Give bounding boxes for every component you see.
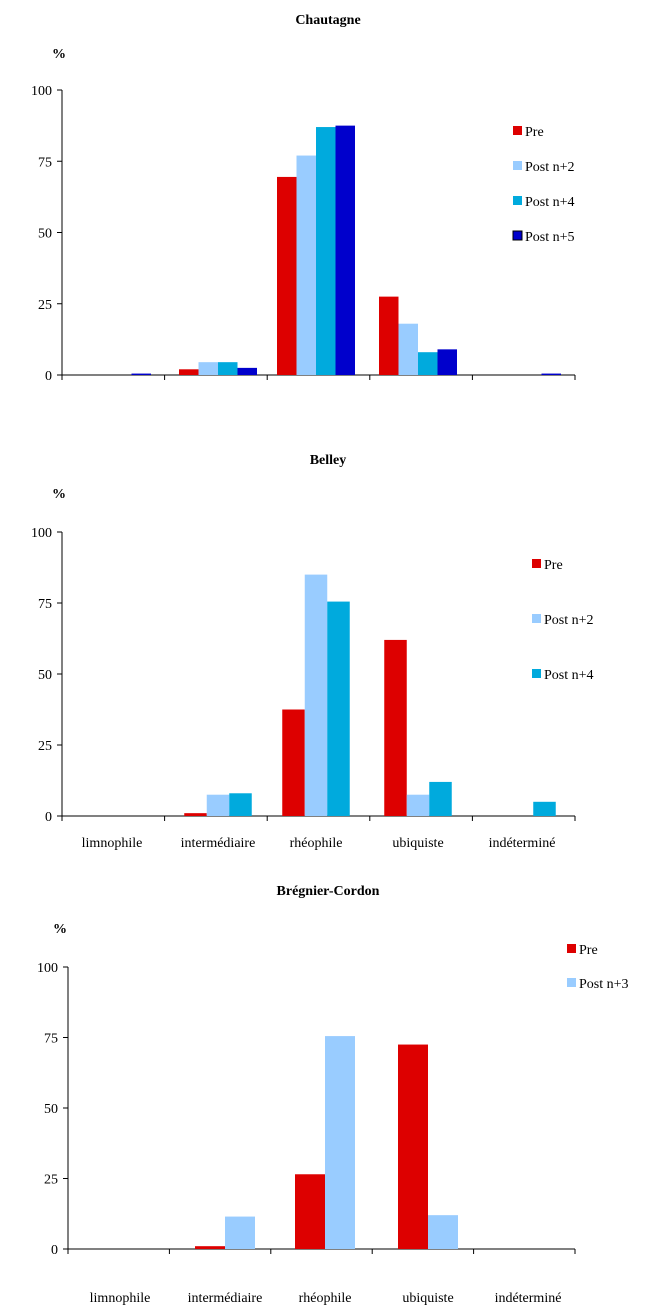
y-tick-label: 75 (38, 597, 52, 612)
bar-post-nplus3 (225, 1216, 255, 1249)
legend-swatch (513, 196, 522, 205)
bar-post-nplus2 (296, 155, 316, 375)
y-axis-unit-label: % (53, 922, 67, 937)
legend-label: Pre (544, 558, 563, 573)
legend-label: Pre (579, 943, 598, 958)
y-axis-unit-label: % (52, 47, 66, 62)
bar-post-nplus5 (541, 373, 561, 375)
y-axis-unit-label: % (52, 487, 66, 502)
legend-label: Post n+2 (525, 160, 575, 175)
y-tick-label: 50 (38, 227, 52, 242)
legend-label: Pre (525, 125, 544, 140)
legend-label: Post n+3 (579, 977, 629, 992)
y-tick-label: 100 (37, 961, 58, 976)
bar-pre (398, 1044, 428, 1249)
y-tick-label: 50 (38, 668, 52, 683)
legend-swatch (512, 230, 523, 241)
legend-label: Post n+5 (525, 230, 575, 245)
category-label: limnophile (82, 836, 143, 851)
legend-swatch (513, 161, 522, 170)
y-tick-label: 100 (31, 84, 52, 99)
chautagne-chart: Chautagne%0255075100limnophileintermédia… (31, 13, 576, 384)
category-label: intermédiaire (188, 1291, 263, 1306)
belley-chart: Belley% 0 25 50 75 100 limnophile intermédiaire… (31, 453, 594, 851)
bar-pre (195, 1246, 225, 1249)
bar-post-nplus4 (218, 362, 238, 375)
category-label: rhéophile (290, 836, 343, 851)
category-label: ubiquiste (392, 836, 443, 851)
legend-label: Post n+4 (544, 668, 594, 683)
bar-post-nplus5 (437, 349, 457, 375)
bregnier-cordon-chart: Brégnier-Cordon% 0 25 50 75 100 limnophile inte… (37, 884, 629, 1306)
y-tick-label: 25 (44, 1173, 58, 1188)
bar-pre (295, 1174, 325, 1249)
bar-post-nplus2 (406, 794, 430, 816)
bar-pre (277, 176, 297, 375)
legend-label: Post n+4 (525, 195, 575, 210)
category-label: intermédiaire (181, 836, 256, 851)
y-tick-label: 0 (45, 810, 52, 825)
bar-post-nplus4 (429, 781, 452, 816)
legend-swatch (567, 978, 576, 987)
y-tick-label: 100 (31, 526, 52, 541)
bar-post-nplus3 (428, 1215, 458, 1249)
y-tick-label: 25 (38, 739, 52, 754)
y-tick-label: 75 (38, 155, 52, 170)
category-label: ubiquiste (402, 1291, 453, 1306)
bar-pre (384, 639, 407, 816)
bar-post-nplus4 (327, 601, 350, 816)
bar-pre (184, 813, 207, 816)
legend-swatch (513, 126, 522, 135)
bar-post-nplus3 (325, 1036, 355, 1249)
bar-post-nplus5 (237, 367, 257, 375)
category-label: indéterminé (489, 836, 556, 851)
y-tick-label: 0 (51, 1243, 58, 1258)
bar-post-nplus4 (533, 801, 556, 816)
y-tick-label: 75 (44, 1032, 58, 1047)
bar-pre (282, 709, 305, 816)
category-label: limnophile (90, 1291, 151, 1306)
chart-title: Belley (310, 453, 347, 468)
bar-post-nplus4 (316, 127, 336, 375)
bar-post-nplus2 (398, 323, 418, 375)
chart-title: Brégnier-Cordon (277, 884, 380, 899)
category-label: indéterminé (495, 1291, 562, 1306)
bar-post-nplus5 (335, 125, 355, 375)
bar-post-nplus2 (198, 362, 218, 375)
legend-swatch (532, 559, 541, 568)
legend-swatch (532, 614, 541, 623)
y-tick-label: 0 (45, 369, 52, 384)
bar-post-nplus4 (418, 352, 438, 375)
y-tick-label: 25 (38, 298, 52, 313)
bar-post-nplus2 (206, 794, 230, 816)
legend-swatch (567, 944, 576, 953)
legend-swatch (532, 669, 541, 678)
bar-post-nplus2 (304, 574, 328, 816)
legend-label: Post n+2 (544, 613, 594, 628)
bar-pre (379, 296, 399, 375)
y-tick-label: 50 (44, 1102, 58, 1117)
chart-title: Chautagne (295, 13, 360, 28)
category-label: rhéophile (299, 1291, 352, 1306)
bar-post-nplus5 (131, 373, 151, 375)
bar-pre (179, 369, 199, 375)
bar-post-nplus4 (229, 793, 252, 816)
